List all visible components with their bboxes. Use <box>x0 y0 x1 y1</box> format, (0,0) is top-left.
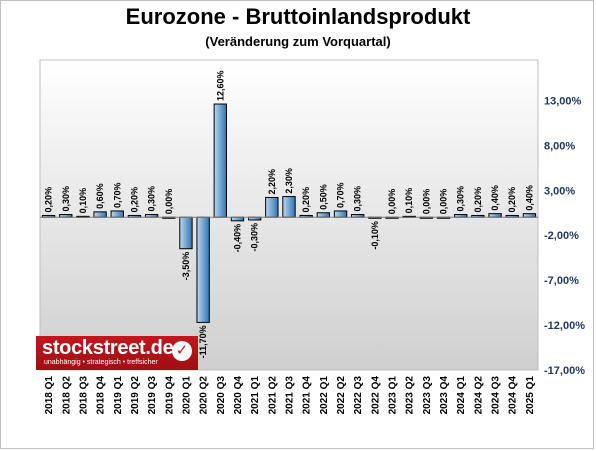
x-tick-label: 2022 Q1 <box>319 376 330 415</box>
y-tick-label: 8,00% <box>544 140 575 152</box>
chart-title: Eurozone - Bruttoinlandsprodukt <box>125 4 471 29</box>
x-tick-label: 2021 Q3 <box>285 376 296 415</box>
x-tick-label: 2019 Q4 <box>164 376 175 415</box>
data-label: 12,60% <box>215 70 225 101</box>
x-tick-label: 2020 Q2 <box>199 376 210 415</box>
data-label: 0,30% <box>456 186 466 212</box>
data-label: -0,30% <box>250 223 260 252</box>
x-tick-label: 2018 Q4 <box>96 376 107 415</box>
x-tick-label: 2024 Q1 <box>456 376 467 415</box>
data-label: 0,10% <box>78 188 88 214</box>
data-label: 0,30% <box>353 186 363 212</box>
x-tick-label: 2018 Q2 <box>61 376 72 415</box>
x-tick-label: 2024 Q2 <box>473 376 484 415</box>
x-tick-label: 2019 Q2 <box>130 376 141 415</box>
data-label: -0,10% <box>370 221 380 250</box>
x-tick-label: 2021 Q4 <box>302 376 313 415</box>
x-tick-label: 2022 Q4 <box>370 376 381 415</box>
data-label: 2,30% <box>284 168 294 194</box>
y-tick-label: -17,00% <box>544 365 585 377</box>
x-tick-label: 2023 Q2 <box>405 376 416 415</box>
y-tick-label: -7,00% <box>544 275 579 287</box>
bar-2020-q3 <box>213 103 227 218</box>
bar-2022-q1 <box>316 212 331 218</box>
data-label: 0,50% <box>318 184 328 210</box>
y-tick-label: 13,00% <box>544 95 582 107</box>
bar-2022-q2 <box>333 210 348 218</box>
data-label: 0,20% <box>473 187 483 213</box>
y-tick-label: -2,00% <box>544 230 579 242</box>
bar-2020-q1 <box>179 216 193 250</box>
data-label: 0,20% <box>301 187 311 213</box>
data-label: -3,50% <box>181 252 191 281</box>
bar-2020-q2 <box>196 216 210 323</box>
logo-tagline: unabhängig • strategisch • treffsicher <box>44 359 158 366</box>
y-tick-label: -12,00% <box>544 320 585 332</box>
data-label: 0,20% <box>129 187 139 213</box>
data-label: 0,00% <box>421 189 431 215</box>
data-label: -11,70% <box>198 325 208 358</box>
data-label: 0,40% <box>490 185 500 211</box>
x-tick-label: 2020 Q3 <box>216 376 227 415</box>
x-tick-label: 2022 Q3 <box>353 376 364 415</box>
data-label: 0,40% <box>524 185 534 211</box>
data-label: -0,40% <box>232 224 242 253</box>
logo-name: stockstreet.de <box>42 337 174 359</box>
bar-2021-q3 <box>282 196 296 218</box>
x-tick-label: 2024 Q4 <box>508 376 519 415</box>
data-label: 0,70% <box>112 182 122 208</box>
data-label: 0,30% <box>61 186 71 212</box>
stockstreet-logo: stockstreet.de unabhängig • strategisch … <box>36 336 198 370</box>
x-tick-label: 2021 Q2 <box>267 376 278 415</box>
data-label: 0,60% <box>95 183 105 209</box>
x-tick-label: 2018 Q3 <box>78 376 89 415</box>
x-tick-label: 2025 Q1 <box>525 376 536 415</box>
bar-2024-q3 <box>488 213 502 218</box>
bar-2025-q1 <box>522 213 537 218</box>
data-label: 0,00% <box>387 189 397 215</box>
x-tick-label: 2019 Q1 <box>113 376 124 415</box>
bar-2018-q4 <box>93 211 107 218</box>
x-tick-label: 2019 Q3 <box>147 376 158 415</box>
x-tick-label: 2023 Q1 <box>388 376 399 415</box>
x-tick-label: 2020 Q4 <box>233 376 244 415</box>
bar-2019-q1 <box>110 210 124 218</box>
data-label: 0,00% <box>164 189 174 215</box>
checkmark-icon: ✓ <box>172 341 192 361</box>
x-tick-label: 2018 Q1 <box>44 376 55 415</box>
data-label: 2,20% <box>267 169 277 195</box>
data-label: 0,10% <box>404 188 414 214</box>
bar-2021-q2 <box>265 196 279 218</box>
x-tick-label: 2023 Q4 <box>439 376 450 415</box>
x-tick-label: 2021 Q1 <box>250 376 261 415</box>
data-label: 0,70% <box>336 182 346 208</box>
chart-subtitle: (Veränderung zum Vorquartal) <box>205 34 391 49</box>
bar-2020-q4 <box>230 216 245 222</box>
y-tick-label: 3,00% <box>544 185 575 197</box>
data-label: 0,30% <box>147 186 157 212</box>
data-label: 0,20% <box>44 187 54 213</box>
data-label: 0,20% <box>507 187 517 213</box>
data-label: 0,00% <box>439 189 449 215</box>
x-tick-label: 2020 Q1 <box>181 376 192 415</box>
x-tick-label: 2024 Q3 <box>491 376 502 415</box>
x-tick-label: 2023 Q3 <box>422 376 433 415</box>
x-tick-label: 2022 Q2 <box>336 376 347 415</box>
